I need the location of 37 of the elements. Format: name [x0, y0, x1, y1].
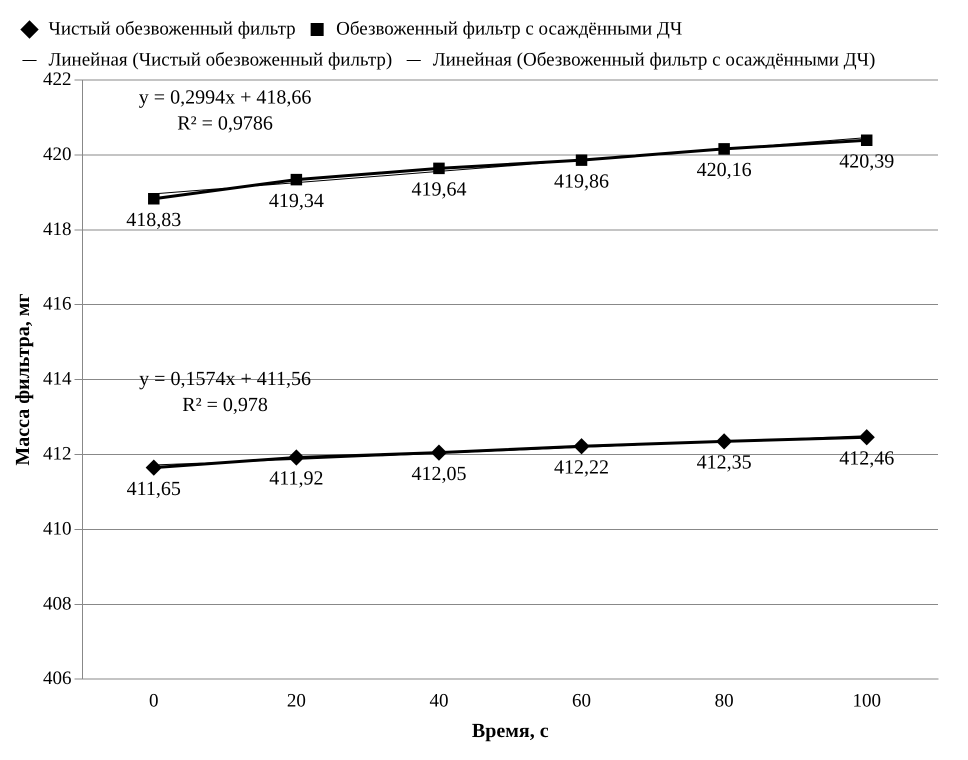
data-label: 411,65: [126, 478, 181, 500]
data-label: 411,92: [269, 468, 324, 490]
legend-label: Чистый обезвоженный фильтр: [48, 18, 296, 40]
data-label: 420,16: [696, 159, 752, 182]
data-label: 419,64: [411, 178, 466, 201]
y-tick-label: 420: [43, 144, 72, 165]
data-label: 420,39: [839, 150, 894, 173]
data-label: 412,35: [696, 452, 752, 474]
y-tick-label: 406: [43, 668, 72, 690]
y-tick-label: 418: [43, 218, 72, 240]
data-label: 412,46: [839, 448, 894, 470]
x-tick-label: 100: [852, 690, 881, 712]
x-axis-title: Время, с: [472, 720, 549, 742]
y-tick-label: 408: [43, 593, 72, 614]
y-tick-label: 422: [43, 68, 72, 90]
data-label: 419,34: [268, 190, 324, 212]
x-tick-label: 60: [572, 690, 592, 712]
x-tick-label: 0: [149, 690, 159, 712]
legend-label: Линейная (Чистый обезвоженный фильтр): [48, 49, 392, 70]
data-label: 418,83: [126, 208, 182, 231]
y-axis-title: Масса фильтра, мг: [12, 294, 34, 466]
x-tick-label: 20: [286, 690, 306, 712]
x-tick-label: 40: [429, 690, 448, 712]
annotation: R² = 0,978: [182, 394, 268, 416]
data-label: 419,86: [554, 170, 610, 192]
data-label: 412,05: [411, 462, 466, 485]
y-tick-label: 416: [43, 294, 72, 315]
x-tick-label: 80: [714, 690, 734, 712]
annotation: y = 0,1574x + 411,56: [139, 368, 311, 390]
y-tick-label: 410: [43, 518, 72, 540]
legend-label: Линейная (Обезвоженный фильтр с осаждёнными ДЧ): [432, 49, 876, 70]
annotation: y = 0,2994x + 418,66: [138, 86, 312, 108]
y-tick-label: 414: [43, 368, 72, 390]
legend-label: Обезвоженный фильтр с осаждёнными ДЧ: [336, 18, 682, 40]
y-tick-label: 412: [43, 443, 72, 464]
data-label: 412,22: [554, 456, 610, 479]
annotation: R² = 0,9786: [177, 112, 273, 134]
